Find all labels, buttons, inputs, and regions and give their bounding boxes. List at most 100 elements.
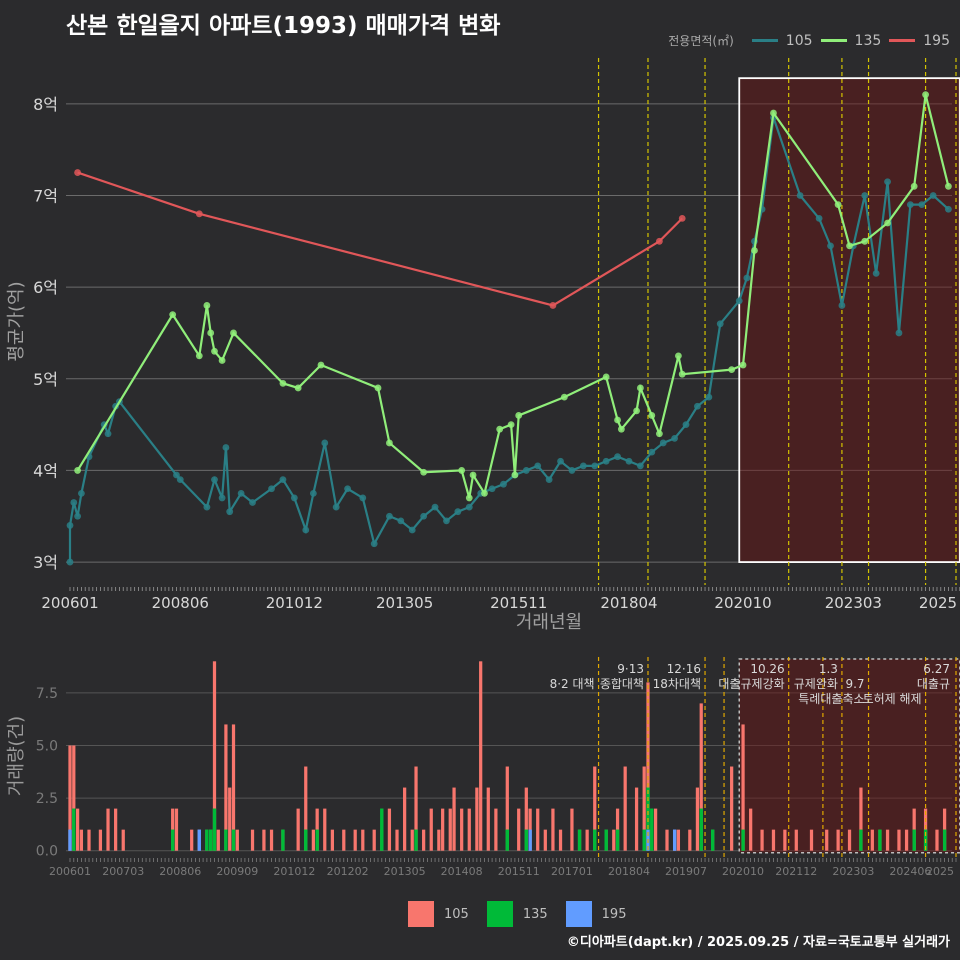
volume-chart: 0.0 2.5 5.0 7.5 200601 200703 200806 200909 2010… xyxy=(6,657,960,878)
data-point-105 xyxy=(557,457,564,465)
volume-bar-105 xyxy=(235,829,239,851)
volume-bar-105 xyxy=(228,787,232,851)
data-point-135 xyxy=(751,247,758,254)
data-point-105 xyxy=(659,439,667,447)
volume-bar-105 xyxy=(353,829,357,851)
volume-ytick-label: 0.0 xyxy=(36,844,58,860)
volume-bar-105 xyxy=(330,829,334,851)
data-point-105 xyxy=(568,467,576,474)
volume-bar-105 xyxy=(452,787,456,851)
data-point-105 xyxy=(321,439,329,447)
volume-y-axis-label: 거래량(건) xyxy=(6,716,27,796)
volume-bar-105 xyxy=(174,808,179,851)
volume-bar-105 xyxy=(836,829,840,851)
footer-credit: ©디아파트(dapt.kr) / 2025.09.25 / 자료=국토교통부 실… xyxy=(566,935,950,950)
volume-xtick-label: 202303 xyxy=(832,865,874,878)
data-point-135 xyxy=(469,471,477,479)
volume-bar-overlay-135 xyxy=(604,829,608,851)
data-point-195 xyxy=(74,169,82,176)
data-point-135 xyxy=(515,412,523,419)
volume-bar-105 xyxy=(825,829,829,851)
data-point-105 xyxy=(268,485,275,493)
data-point-105 xyxy=(682,421,690,429)
volume-bar-105 xyxy=(593,766,597,851)
price-plot-area xyxy=(66,58,952,585)
volume-xtick-label: 201012 xyxy=(273,865,315,878)
volume-bar-105 xyxy=(395,829,399,851)
data-point-105 xyxy=(454,508,462,516)
data-point-105 xyxy=(74,512,82,520)
data-point-135 xyxy=(218,357,226,364)
data-point-135 xyxy=(678,370,686,378)
data-point-135 xyxy=(169,311,177,319)
volume-bar-105 xyxy=(543,829,547,851)
data-point-135 xyxy=(211,347,218,355)
data-point-135 xyxy=(386,439,393,447)
volume-bar-overlay-135 xyxy=(171,829,175,851)
price-x-axis-label: 거래년월 xyxy=(516,612,582,633)
volume-bar-overlay-135 xyxy=(315,829,319,851)
data-point-135 xyxy=(944,182,952,190)
volume-bar-105 xyxy=(311,829,315,851)
volume-bar-105 xyxy=(475,787,479,851)
data-point-105 xyxy=(70,499,78,506)
volume-bar-overlay-135 xyxy=(942,829,947,851)
data-point-135 xyxy=(617,425,625,433)
volume-bar-105 xyxy=(612,829,616,851)
volume-bar-overlay-135 xyxy=(209,829,213,851)
data-point-135 xyxy=(648,412,656,419)
volume-bar-overlay-135 xyxy=(711,829,715,851)
policy-annotation: 10.26 xyxy=(750,662,784,676)
volume-bar-105 xyxy=(87,829,91,851)
data-point-105 xyxy=(431,503,439,511)
volume-bar-105 xyxy=(372,829,376,851)
volume-xtick-label: 201907 xyxy=(665,865,707,878)
policy-annotation: 9.7 xyxy=(845,677,864,691)
data-point-105 xyxy=(359,494,367,502)
price-xtick-label: 202303 xyxy=(825,594,882,612)
data-point-105 xyxy=(579,462,587,470)
volume-bar-105 xyxy=(114,808,118,851)
volume-bar-105 xyxy=(551,808,555,851)
volume-bar-105 xyxy=(437,829,441,851)
price-xtick-label: 200806 xyxy=(152,594,209,612)
data-point-135 xyxy=(861,237,869,245)
volume-bar-overlay-195 xyxy=(528,829,532,851)
volume-bar-105 xyxy=(403,787,407,851)
volume-bar-overlay-195 xyxy=(68,829,72,851)
volume-bar-105 xyxy=(98,829,103,851)
volume-xtick-label: 2025 xyxy=(926,865,954,878)
data-point-135 xyxy=(910,182,918,190)
data-point-135 xyxy=(922,91,929,99)
data-point-135 xyxy=(230,329,237,337)
volume-bar-105 xyxy=(642,766,646,851)
price-legend-title: 전용면적(㎡) xyxy=(668,34,734,48)
volume-bar-overlay-135 xyxy=(615,829,620,851)
data-point-105 xyxy=(279,476,287,483)
data-point-105 xyxy=(370,540,378,548)
data-point-105 xyxy=(534,462,542,470)
volume-xtick-label: 200601 xyxy=(49,865,91,878)
data-point-135 xyxy=(511,471,519,479)
data-point-135 xyxy=(203,302,211,309)
data-point-105 xyxy=(218,494,226,502)
data-point-105 xyxy=(344,485,351,493)
volume-bar-105 xyxy=(695,787,700,851)
data-point-105 xyxy=(545,476,553,483)
volume-bar-overlay-135 xyxy=(205,829,209,851)
policy-annotation: 대출규 xyxy=(917,677,950,691)
data-point-135 xyxy=(739,361,747,369)
data-point-105 xyxy=(796,192,804,199)
data-point-105 xyxy=(884,178,891,186)
volume-bar-105 xyxy=(467,808,471,851)
price-legend: 전용면적(㎡) 105 135 195 xyxy=(668,32,950,49)
volume-bar-105 xyxy=(885,829,890,851)
volume-bar-105 xyxy=(441,808,445,851)
legend-item-105: 105 xyxy=(751,33,813,49)
price-highlight-region xyxy=(738,77,960,563)
policy-annotation: 8·2 대책 xyxy=(550,676,595,691)
legend-item-195: 195 xyxy=(889,33,950,49)
volume-bar-105 xyxy=(68,745,72,851)
volume-xtick-label: 201804 xyxy=(608,865,650,878)
data-point-105 xyxy=(211,476,218,483)
